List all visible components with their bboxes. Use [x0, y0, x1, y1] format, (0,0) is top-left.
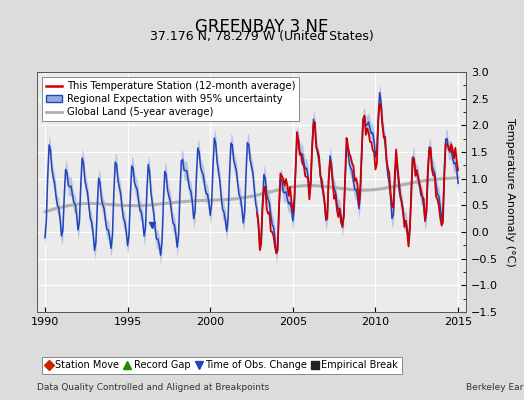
Text: Data Quality Controlled and Aligned at Breakpoints: Data Quality Controlled and Aligned at B…: [37, 383, 269, 392]
Y-axis label: Temperature Anomaly (°C): Temperature Anomaly (°C): [505, 118, 515, 266]
Text: 37.176 N, 78.279 W (United States): 37.176 N, 78.279 W (United States): [150, 30, 374, 43]
Text: GREENBAY 3 NE: GREENBAY 3 NE: [195, 18, 329, 36]
Legend: Station Move, Record Gap, Time of Obs. Change, Empirical Break: Station Move, Record Gap, Time of Obs. C…: [41, 356, 402, 374]
Text: Berkeley Earth: Berkeley Earth: [466, 383, 524, 392]
